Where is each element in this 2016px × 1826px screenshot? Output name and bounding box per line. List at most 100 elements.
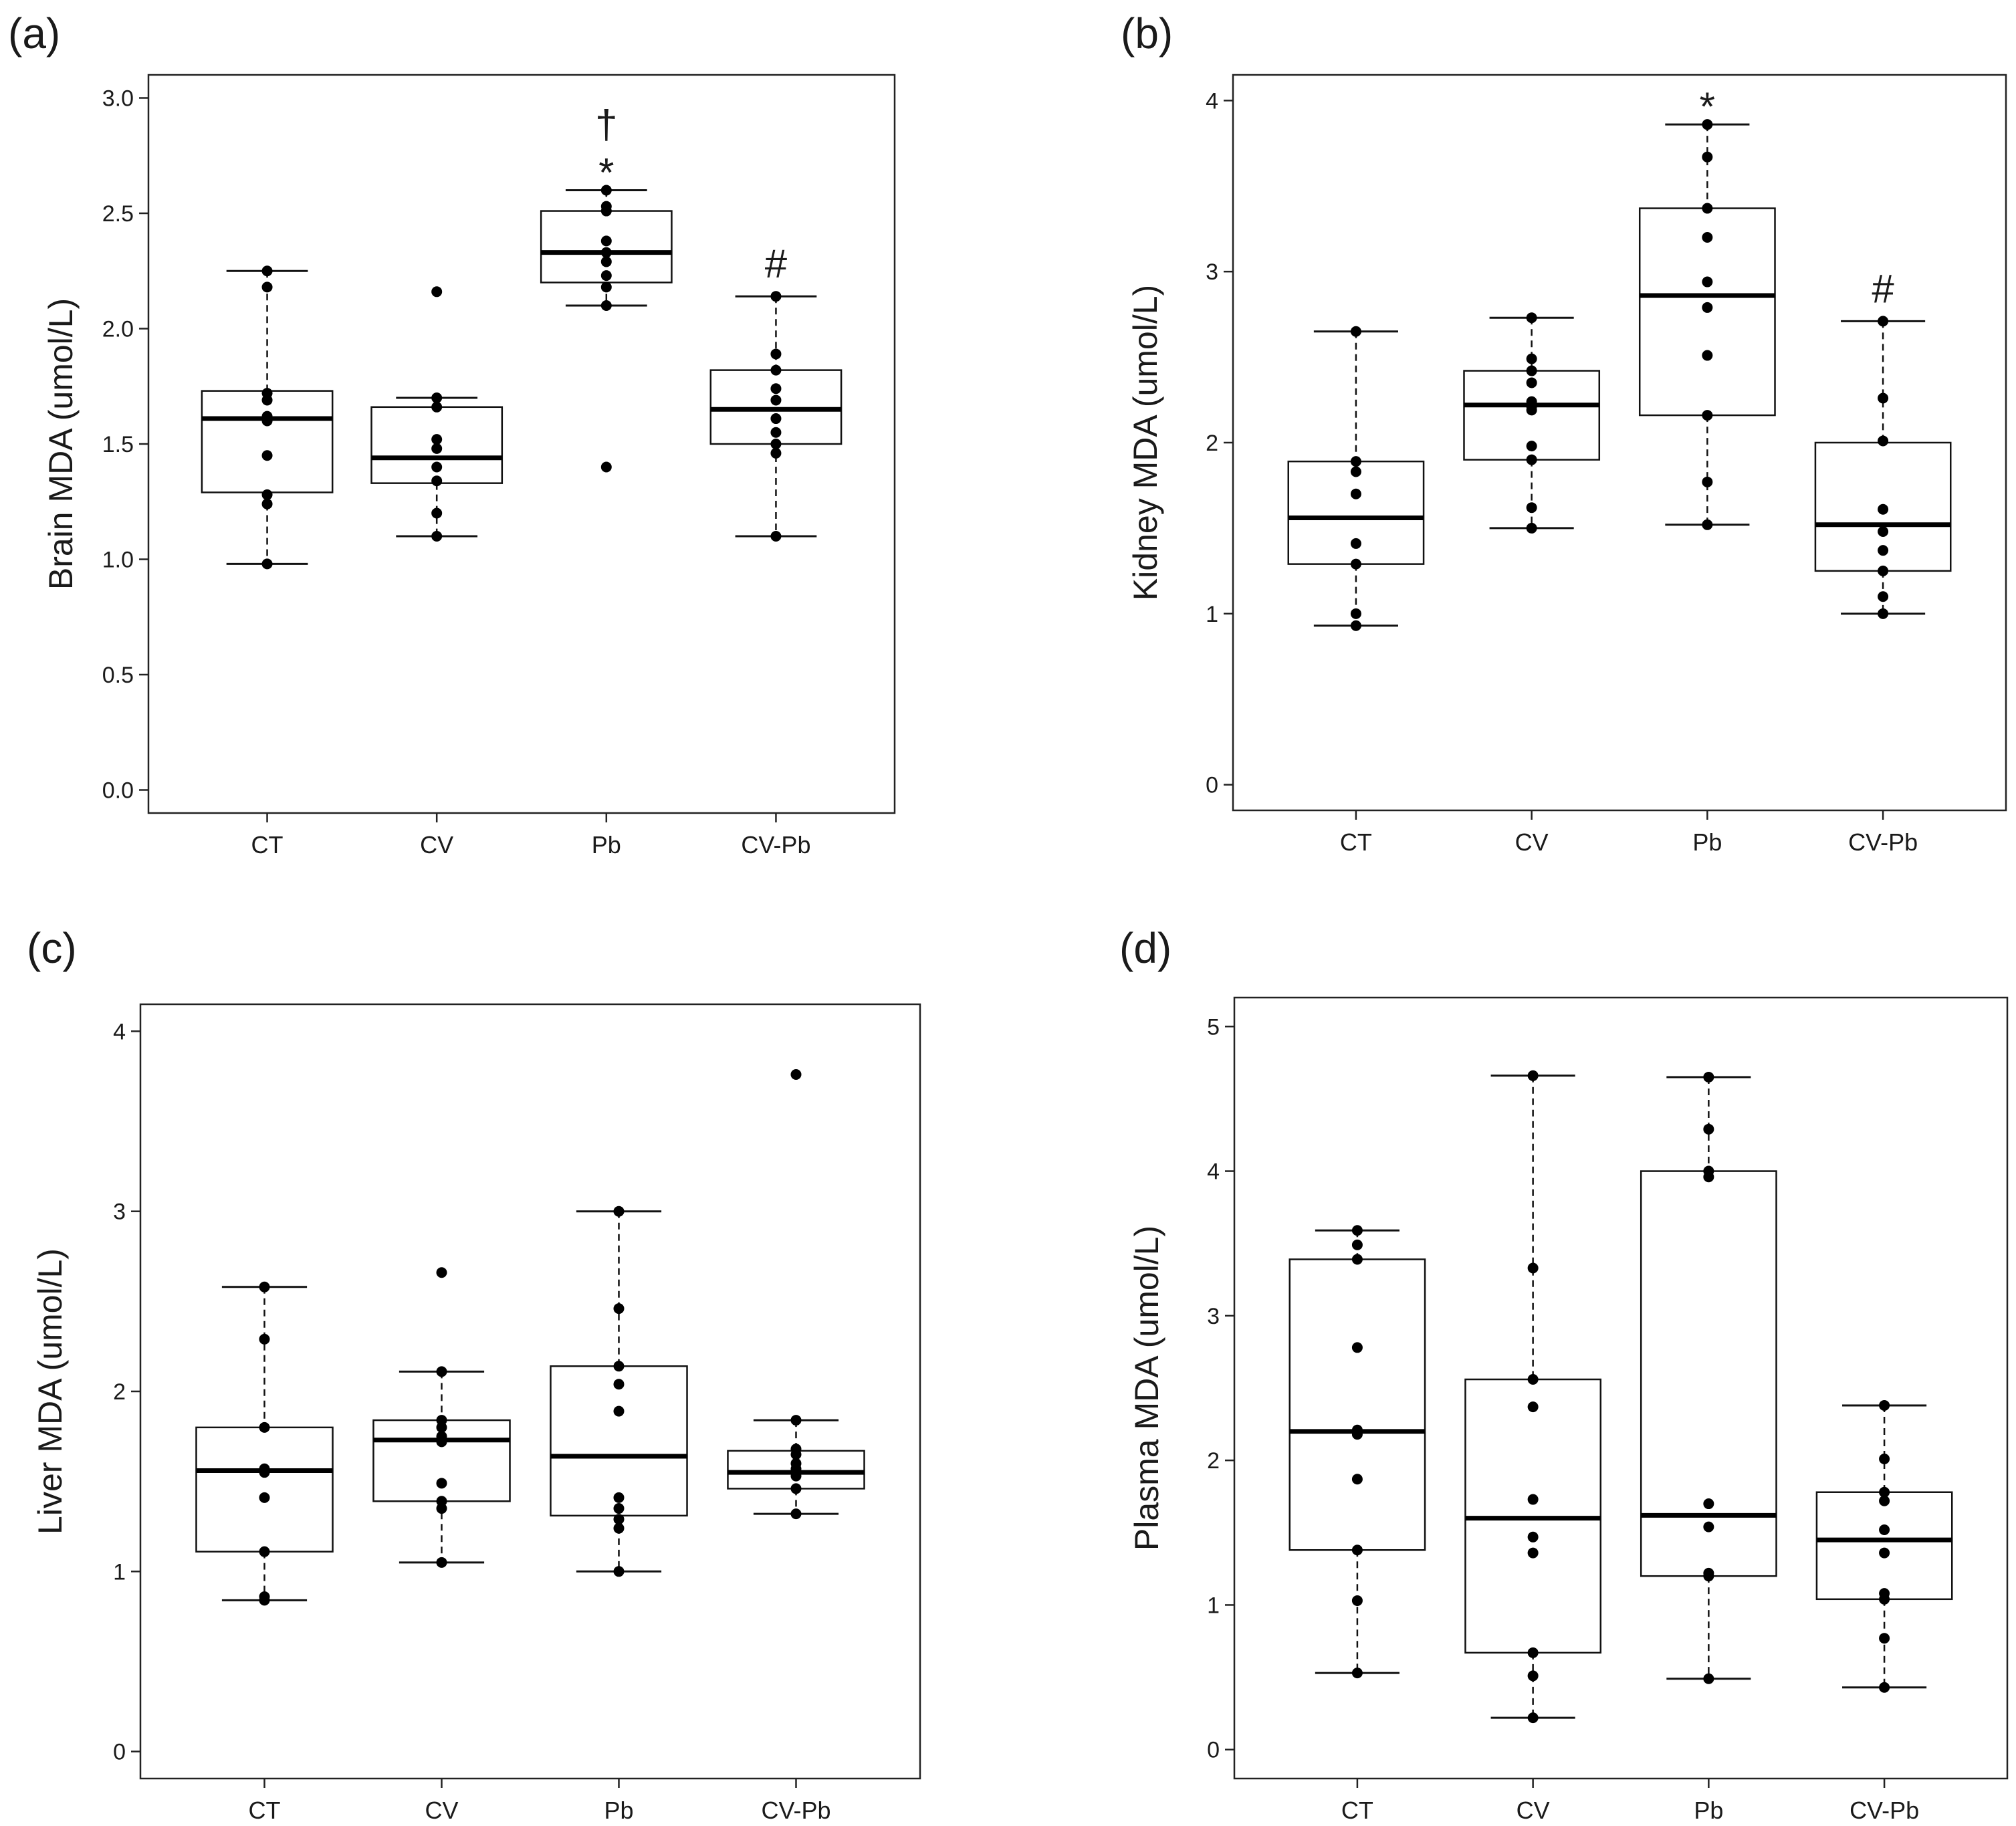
panel-b-pb-point-3 [1702, 232, 1713, 243]
panel-c-ytick-label-2: 2 [113, 1379, 126, 1405]
panel-a-pb-annotation-1: * [598, 150, 614, 195]
panel-c-ct-point-1 [259, 1333, 270, 1345]
panel-c-cv-pb-point-3 [790, 1449, 802, 1460]
panel-d-ytick-label-5: 5 [1207, 1014, 1220, 1040]
panel-a-x-axis: CT CV Pb CV-Pb [251, 813, 810, 859]
panel-d-cv-point-9 [1527, 1712, 1539, 1724]
panel-a-ct-point-9 [261, 558, 273, 570]
panel-c-cv-point-6 [436, 1478, 447, 1489]
panel-b-cv-point-7 [1526, 441, 1537, 452]
panel-b-cv-pb-point-7 [1878, 591, 1889, 602]
panel-b-pb-annotation-0: * [1700, 84, 1715, 129]
panel-b-cv-point-2 [1526, 365, 1537, 376]
panel-b-pb-point-4 [1702, 276, 1713, 288]
panel-d-cv-point-4 [1527, 1494, 1539, 1505]
panel-d-cv-point-8 [1527, 1670, 1539, 1682]
panel-a-xtick-label-cv: CV [420, 831, 453, 859]
panel-a-y-axis: 0.0 0.5 1.0 1.5 2.0 2.5 3.0 [102, 86, 148, 804]
panel-c-ytick-label-0: 0 [113, 1740, 126, 1765]
panel-a-cv-point-1 [431, 392, 443, 403]
panel-a-cv-point-8 [431, 531, 443, 542]
panel-b-cv-point-8 [1526, 454, 1537, 465]
panel-a-cv-pb-point-7 [770, 439, 782, 449]
panel-c-ct-point-0 [259, 1281, 270, 1292]
panel-c-ytick-label-1: 1 [113, 1559, 126, 1585]
panel-b-group-cv-pb: # [1814, 266, 1952, 619]
panel-b-cv-point-0 [1526, 312, 1537, 324]
panel-a-ytick-label-4: 2.0 [102, 317, 134, 342]
panel-b-plot-area: *# [1287, 84, 1952, 631]
panel-c-pb-point-1 [613, 1303, 625, 1315]
panel-d-cv-pb-point-1 [1879, 1453, 1890, 1464]
panel-b-pb-point-1 [1702, 151, 1713, 162]
panel-b-label: (b) [1121, 9, 1173, 58]
panel-d-ct-point-9 [1351, 1668, 1363, 1679]
panel-b-cv-pb-point-5 [1878, 545, 1889, 556]
panel-a-group-pb: †* [540, 102, 673, 473]
panel-d-group-ct [1289, 1225, 1426, 1679]
panel-a-cv-point-2 [431, 401, 443, 413]
panel-a-pb-point-9 [600, 461, 612, 473]
panel-b-ytick-label-3: 3 [1206, 259, 1218, 285]
panel-c-x-axis: CT CV Pb CV-Pb [249, 1779, 831, 1824]
panel-d-ytick-label-3: 3 [1207, 1304, 1220, 1329]
panel-b-group-pb: * [1638, 84, 1776, 530]
panel-a-ct-point-5 [261, 415, 273, 427]
panel-a-ytick-label-2: 1.0 [102, 548, 134, 573]
panel-b-x-axis: CT CV Pb CV-Pb [1340, 810, 1918, 856]
panel-c-xtick-label-ct: CT [249, 1797, 281, 1824]
panel-d-y-axis: 0 1 2 3 4 5 [1207, 1014, 1234, 1763]
panel-c-cv-pb-point-0 [790, 1069, 802, 1080]
panel-d-cv-point-6 [1527, 1547, 1539, 1559]
panel-d-cv-point-5 [1527, 1531, 1539, 1543]
panel-a-ct-point-8 [261, 498, 273, 509]
panel-c-pb-point-6 [613, 1503, 625, 1514]
panel-a-pb-point-6 [600, 270, 612, 281]
panel-d-plot-area [1289, 1070, 1953, 1724]
panel-d-cv-pb-point-2 [1879, 1486, 1890, 1498]
panel-d-cv-pb-box [1815, 1491, 1953, 1601]
panel-c-pb-point-0 [613, 1206, 625, 1217]
panel-a-pb-point-3 [600, 235, 612, 247]
panel-d-pb-point-4 [1703, 1498, 1714, 1510]
panel-a-cv-pb-point-4 [770, 394, 782, 406]
panel-d-x-axis: CT CV Pb CV-Pb [1341, 1779, 1919, 1824]
panel-b-ct-point-5 [1350, 558, 1361, 570]
panel-d-group-pb [1640, 1071, 1777, 1684]
panel-b-pb-point-2 [1702, 203, 1713, 214]
panel-c-xtick-label-pb: Pb [604, 1797, 633, 1824]
panel-d-xtick-label-pb: Pb [1694, 1797, 1723, 1824]
panel-c-ct-point-4 [259, 1467, 270, 1478]
panel-c: (c) Liver MDA (umol/L) 0 1 2 3 4 CT CV Pb CV-Pb [27, 924, 921, 1824]
panel-b-cv-pb-point-1 [1878, 392, 1889, 404]
panel-a-cv-pb-point-6 [770, 427, 782, 438]
panel-c-ct-point-8 [259, 1595, 270, 1606]
panel-d-cv-point-7 [1527, 1647, 1539, 1658]
panel-c-pb-point-9 [613, 1566, 625, 1577]
panel-c-group-pb [550, 1206, 688, 1577]
panel-c-group-ct [195, 1281, 334, 1606]
panel-a-cv-pb-point-9 [770, 531, 782, 542]
panel-d-ytick-label-2: 2 [1207, 1448, 1220, 1474]
panel-d-cv-pb-point-8 [1879, 1633, 1890, 1644]
panel-b-cv-point-1 [1526, 353, 1537, 364]
panel-c-pb-point-4 [613, 1405, 625, 1417]
panel-d-ct-point-8 [1351, 1595, 1363, 1606]
panel-d-xtick-label-cv: CV [1517, 1797, 1550, 1824]
panel-c-plot-frame [139, 1003, 921, 1780]
panel-d-cv-point-1 [1527, 1262, 1539, 1274]
panel-d-pb-point-8 [1703, 1673, 1714, 1684]
panel-b-pb-point-9 [1702, 519, 1713, 530]
panel-a-cv-point-3 [431, 434, 443, 445]
panel-b-ct-point-7 [1350, 620, 1361, 631]
panel-d-ct-point-5 [1351, 1429, 1363, 1440]
panel-b-ct-point-6 [1350, 608, 1361, 619]
panel-b-cv-pb-point-3 [1878, 503, 1889, 515]
panel-d-xtick-label-ct: CT [1341, 1797, 1373, 1824]
panel-d-ct-point-1 [1351, 1239, 1363, 1250]
panel-d-ytick-label-4: 4 [1207, 1159, 1220, 1185]
panel-c-ytick-label-3: 3 [113, 1200, 126, 1225]
panel-d-cv-pb-point-3 [1879, 1495, 1890, 1506]
